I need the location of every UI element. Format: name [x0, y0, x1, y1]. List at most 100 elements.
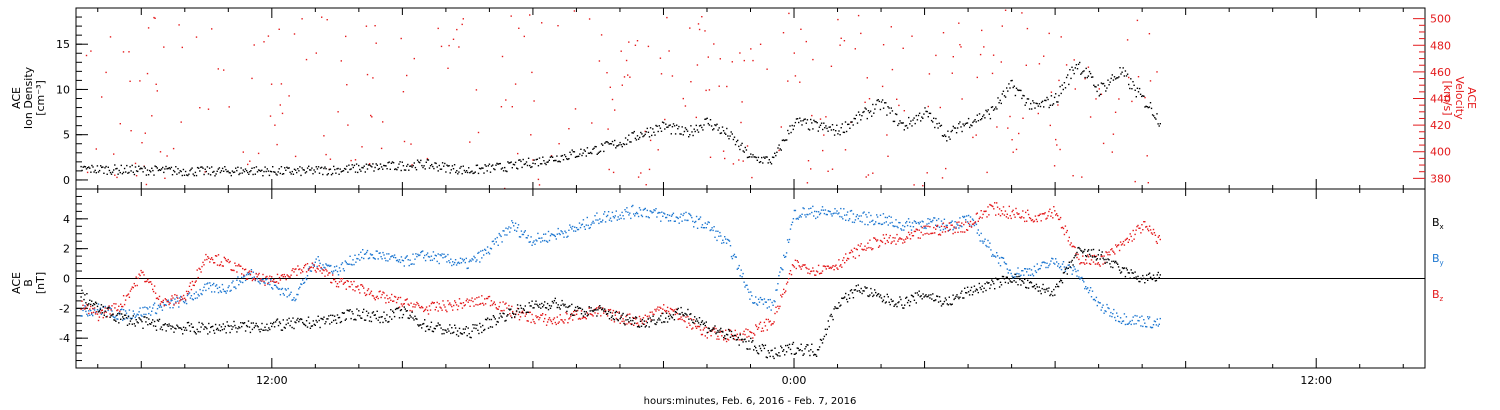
bx-point: [700, 321, 703, 323]
by-point: [651, 212, 653, 214]
density-point: [1076, 68, 1079, 70]
bz-point: [914, 230, 917, 233]
by-point: [1014, 276, 1016, 278]
bx-point: [676, 308, 678, 311]
bz-point: [355, 286, 357, 288]
by-point: [251, 277, 254, 279]
bx-point: [929, 297, 931, 299]
bz-point: [341, 278, 344, 280]
by-point: [242, 281, 244, 284]
density-point: [276, 174, 278, 176]
bx-point: [240, 322, 242, 324]
by-point: [617, 216, 619, 218]
bz-point: [534, 322, 536, 325]
bz-point: [115, 303, 117, 305]
bx-point: [849, 290, 852, 292]
density-point: [152, 169, 154, 172]
bx-point: [986, 281, 988, 283]
density-point: [535, 158, 537, 161]
by-point: [737, 267, 739, 269]
density-point: [843, 131, 846, 134]
bz-point: [854, 257, 857, 259]
by-point: [940, 220, 943, 222]
bx-point: [234, 324, 236, 327]
bz-point: [751, 332, 753, 334]
bz-point: [567, 322, 569, 324]
bz-point: [1054, 210, 1056, 212]
by-point: [582, 219, 585, 221]
density-point: [452, 168, 455, 170]
velocity-point: [105, 71, 107, 74]
by-point: [279, 294, 282, 296]
density-point: [248, 173, 250, 175]
bx-point: [351, 310, 353, 313]
bx-point: [101, 312, 103, 314]
bz-point: [1059, 216, 1062, 219]
density-point: [321, 166, 323, 169]
bz-point: [209, 261, 211, 263]
velocity-point: [689, 27, 691, 29]
by-point: [882, 213, 885, 215]
bz-point: [695, 325, 697, 328]
velocity-point: [614, 109, 616, 111]
by-point: [1021, 270, 1023, 272]
by-point: [371, 254, 374, 256]
velocity-point: [935, 54, 937, 57]
density-point: [125, 171, 127, 173]
velocity-point: [274, 124, 276, 126]
bx-point: [537, 305, 539, 307]
bz-point: [575, 313, 578, 315]
bz-point: [377, 297, 379, 300]
bx-point: [1140, 277, 1142, 280]
velocity-point: [211, 28, 213, 30]
by-point: [224, 290, 226, 293]
bz-point: [517, 313, 520, 316]
bz-point: [563, 322, 565, 324]
bx-point: [900, 298, 902, 301]
bz-point: [1102, 263, 1104, 265]
by-point: [1058, 267, 1061, 269]
density-point: [1100, 82, 1103, 84]
bx-point: [1045, 288, 1047, 291]
by-point: [402, 260, 405, 262]
density-point: [113, 169, 115, 171]
by-point: [1120, 322, 1123, 324]
by-point: [794, 209, 797, 212]
density-point: [930, 119, 933, 122]
by-point: [635, 213, 637, 215]
bx-point: [125, 317, 128, 319]
by-point: [245, 274, 248, 276]
bx-point: [319, 326, 321, 329]
density-point: [727, 135, 729, 137]
bx-point: [838, 302, 840, 304]
bz-point: [283, 273, 285, 276]
y2-tick-label: 400: [1430, 146, 1451, 159]
by-point: [183, 302, 186, 304]
density-point: [315, 166, 317, 168]
by-point: [799, 214, 801, 217]
bx-point: [375, 317, 377, 320]
by-point: [137, 314, 139, 316]
bx-point: [847, 294, 850, 296]
bz-point: [674, 313, 676, 316]
by-point: [764, 301, 767, 303]
density-point: [266, 168, 268, 170]
density-point: [168, 167, 170, 169]
density-point: [844, 121, 847, 123]
by-point: [514, 222, 517, 224]
bz-point: [993, 208, 995, 210]
bx-point: [864, 286, 866, 288]
bx-point: [797, 347, 799, 350]
bz-point: [433, 302, 435, 304]
density-point: [536, 158, 538, 160]
bz-point: [678, 318, 680, 320]
density-point: [917, 114, 920, 117]
density-point: [101, 166, 103, 169]
density-point: [851, 121, 853, 123]
bz-point: [1090, 259, 1093, 261]
by-point: [846, 214, 848, 216]
bx-point: [169, 325, 171, 327]
bx-point: [276, 318, 279, 320]
density-point: [431, 163, 433, 166]
velocity-point: [557, 25, 559, 27]
